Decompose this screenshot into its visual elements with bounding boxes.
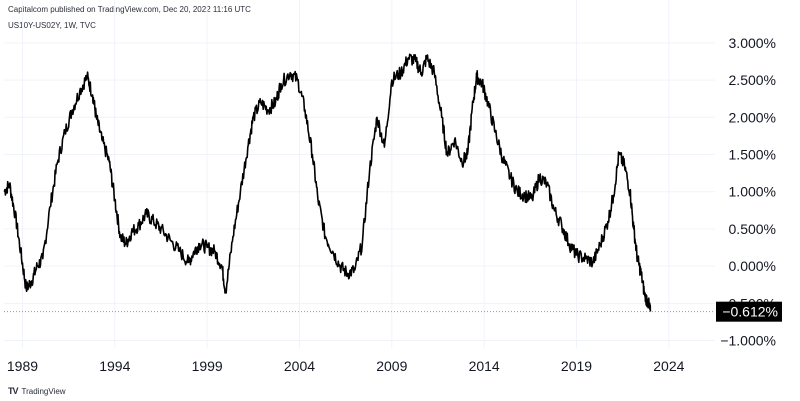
y-tick-label: 0.000% bbox=[729, 258, 776, 274]
published-caption: Capitalcom published on TradingView.com,… bbox=[8, 5, 251, 14]
y-tick-label: 3.000% bbox=[729, 35, 776, 51]
y-tick-label: 2.500% bbox=[729, 72, 776, 88]
y-tick-label: −1.000% bbox=[720, 333, 776, 349]
x-tick-label: 2004 bbox=[284, 358, 315, 374]
y-tick-label: 2.000% bbox=[729, 109, 776, 125]
x-tick-label: 1989 bbox=[7, 358, 38, 374]
y-tick-label: 1.500% bbox=[729, 147, 776, 163]
tradingview-logo-icon: TV bbox=[8, 386, 18, 396]
last-value-label: −0.612% bbox=[722, 304, 778, 320]
x-axis: 1989 1994 1999 2004 2009 2014 2019 2024 bbox=[7, 358, 685, 374]
x-tick-label: 2019 bbox=[561, 358, 592, 374]
footer: TV TradingView bbox=[8, 386, 66, 396]
x-tick-label: 1994 bbox=[99, 358, 130, 374]
y-tick-label: 0.500% bbox=[729, 221, 776, 237]
symbol-caption: US10Y-US02Y, 1W, TVC bbox=[8, 21, 96, 30]
last-value-badge: −0.612% bbox=[716, 301, 782, 322]
series-line bbox=[3, 53, 652, 312]
x-tick-label: 2014 bbox=[469, 358, 500, 374]
x-tick-label: 1999 bbox=[192, 358, 223, 374]
last-value-badge-bg bbox=[716, 301, 782, 322]
y-axis: 3.000% 2.500% 2.000% 1.500% 1.000% 0.500% 0.00… bbox=[720, 35, 776, 349]
chart-grid bbox=[4, 0, 715, 348]
footer-brand: TradingView bbox=[21, 386, 66, 396]
x-tick-label: 2009 bbox=[376, 358, 407, 374]
y-tick-label: 1.000% bbox=[729, 184, 776, 200]
x-tick-label: 2024 bbox=[653, 358, 684, 374]
